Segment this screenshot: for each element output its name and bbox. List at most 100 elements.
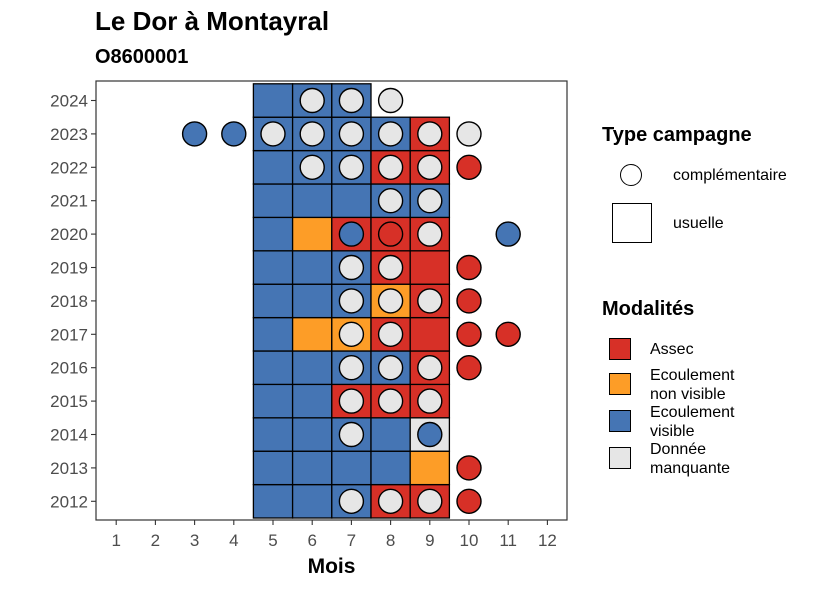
- point-2018-10: [456, 288, 482, 314]
- tile-2013-9: [409, 450, 451, 486]
- y-tick-label-2021: 2021: [50, 192, 88, 211]
- tile-2014-8: [370, 417, 411, 452]
- x-tick-label-4: 4: [229, 531, 238, 550]
- tile-2014-6: [291, 417, 333, 452]
- tile-2013-8: [370, 450, 411, 486]
- point-2023-4: [221, 121, 247, 147]
- y-tick-label-2019: 2019: [50, 259, 88, 278]
- legend-modal-title: Modalités: [602, 298, 695, 320]
- x-tick-label-1: 1: [111, 531, 120, 550]
- point-2016-9: [417, 355, 443, 381]
- tile-2020-6: [291, 216, 333, 252]
- point-2022-8: [377, 154, 404, 181]
- tile-2018-6: [291, 283, 333, 319]
- tile-2019-9: [409, 250, 451, 285]
- x-tick-label-6: 6: [307, 531, 316, 550]
- tile-2018-5: [252, 283, 294, 319]
- point-2017-7: [338, 321, 365, 347]
- x-axis-title: Mois: [308, 555, 356, 578]
- point-2019-8: [377, 254, 404, 281]
- tile-2021-6: [291, 183, 333, 219]
- point-2023-6: [299, 121, 325, 147]
- point-2018-8: [377, 288, 404, 314]
- point-2017-11: [495, 321, 521, 347]
- tile-2012-5: [252, 483, 294, 519]
- tile-2013-6: [291, 450, 333, 486]
- tile-2021-7: [331, 183, 372, 219]
- tile-2022-5: [252, 149, 294, 185]
- point-2016-10: [456, 355, 482, 381]
- chart-title: Le Dor à Montayral: [95, 6, 330, 36]
- legend-label-ecoulement-visible-2: visible: [650, 423, 695, 440]
- point-2021-8: [377, 187, 404, 214]
- tile-2017-6: [291, 316, 333, 352]
- x-tick-label-7: 7: [347, 531, 356, 550]
- tile-2015-5: [252, 383, 294, 419]
- legend-label-donnee-manquante-1: Donnée: [650, 441, 707, 458]
- point-2022-6: [299, 154, 325, 181]
- point-2014-9: [417, 421, 443, 448]
- point-2015-9: [417, 388, 443, 414]
- tile-2024-5: [252, 83, 294, 118]
- legend-label-donnee-manquante-2: manquante: [650, 460, 731, 477]
- legend-label-ecoulement-visible-1: Ecoulement: [650, 404, 735, 421]
- tile-2013-7: [331, 450, 372, 486]
- legend-type-title: Type campagne: [602, 124, 752, 146]
- x-tick-label-10: 10: [460, 531, 479, 550]
- tile-2020-5: [252, 216, 294, 252]
- point-2022-10: [456, 154, 482, 181]
- point-2018-7: [338, 288, 365, 314]
- y-tick-label-2022: 2022: [50, 158, 88, 177]
- point-2017-8: [377, 321, 404, 347]
- tile-2017-9: [409, 316, 451, 352]
- point-2021-9: [417, 187, 443, 214]
- tile-2021-5: [252, 183, 294, 219]
- legend-label-ecoulement-non-visible-1: Ecoulement: [650, 367, 735, 384]
- legend-label-assec: Assec: [650, 341, 694, 358]
- x-tick-label-12: 12: [538, 531, 557, 550]
- point-2017-10: [456, 321, 482, 347]
- point-2022-7: [338, 154, 365, 181]
- legend-key-donnee-manquante: [609, 447, 631, 469]
- y-tick-label-2017: 2017: [50, 325, 88, 344]
- x-tick-label-9: 9: [425, 531, 434, 550]
- point-2023-7: [338, 121, 365, 147]
- point-2024-6: [299, 87, 325, 114]
- point-2018-9: [417, 288, 443, 314]
- legend-key-complementaire: [620, 164, 642, 186]
- point-2020-8: [377, 221, 404, 247]
- legend-label-complementaire: complémentaire: [673, 167, 787, 184]
- legend-key-assec: [609, 338, 631, 360]
- point-2024-7: [338, 87, 365, 114]
- x-tick-label-2: 2: [151, 531, 160, 550]
- chart-subtitle: O8600001: [95, 46, 189, 68]
- point-2023-10: [456, 121, 482, 147]
- y-tick-label-2023: 2023: [50, 125, 88, 144]
- point-2023-9: [417, 121, 443, 147]
- legend-key-ecoulement-visible: [609, 410, 631, 432]
- x-tick-label-3: 3: [190, 531, 199, 550]
- y-tick-label-2016: 2016: [50, 359, 88, 378]
- tile-2017-5: [252, 316, 294, 352]
- y-tick-label-2014: 2014: [50, 426, 88, 445]
- tile-2016-5: [252, 350, 294, 386]
- point-2012-7: [338, 488, 365, 514]
- point-2023-5: [260, 121, 286, 147]
- point-2012-9: [417, 488, 443, 514]
- point-2022-9: [417, 154, 443, 181]
- y-tick-label-2015: 2015: [50, 392, 88, 411]
- x-tick-label-11: 11: [499, 531, 517, 550]
- point-2023-3: [181, 121, 208, 147]
- legend-label-usuelle: usuelle: [673, 215, 724, 232]
- point-2020-9: [417, 221, 443, 247]
- tile-2012-6: [291, 483, 333, 519]
- x-tick-label-8: 8: [386, 531, 395, 550]
- point-2016-7: [338, 355, 365, 381]
- y-tick-label-2012: 2012: [50, 492, 88, 511]
- point-2019-7: [338, 254, 365, 281]
- tile-2019-6: [291, 250, 333, 285]
- point-2023-8: [377, 121, 404, 147]
- y-tick-label-2013: 2013: [50, 459, 88, 478]
- tile-2014-5: [252, 417, 294, 452]
